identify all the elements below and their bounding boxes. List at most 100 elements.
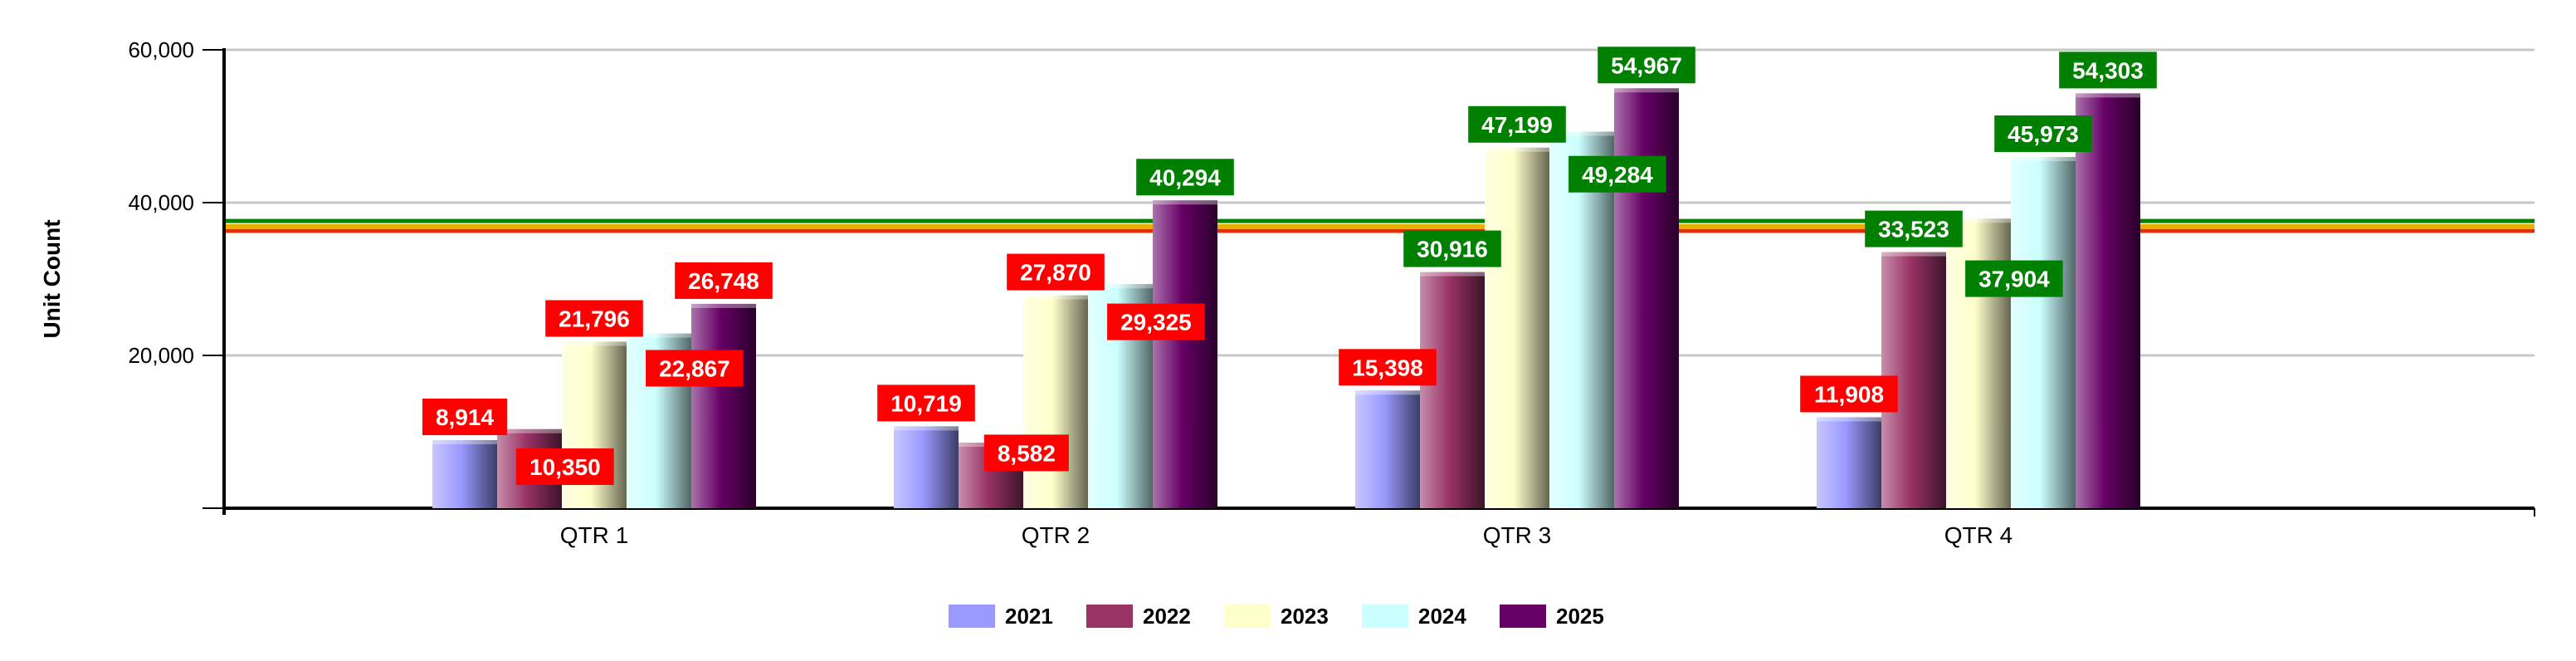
data-label: 30,916: [1403, 230, 1501, 267]
data-label-text: 40,294: [1149, 164, 1221, 190]
data-label-box: [1339, 349, 1437, 386]
data-label: 40,294: [1136, 159, 1234, 196]
bar-top-highlight: [1420, 272, 1485, 277]
legend-label: 2022: [1143, 604, 1191, 629]
bar-top-highlight: [562, 341, 627, 346]
data-label-text: 26,748: [688, 268, 759, 294]
x-category-label: QTR 2: [1022, 522, 1090, 548]
y-axis-title: Unit Count: [39, 219, 65, 338]
data-label: 29,325: [1107, 303, 1205, 340]
data-label-text: 47,199: [1481, 112, 1553, 138]
bar-top-highlight: [1088, 284, 1153, 289]
data-label-box: [1007, 253, 1105, 291]
bar-top-highlight: [627, 333, 691, 338]
data-label-text: 11,908: [1814, 381, 1884, 407]
bar-top-highlight: [1614, 88, 1679, 93]
data-label-text: 29,325: [1120, 310, 1192, 335]
x-category-label: QTR 4: [1944, 522, 2013, 548]
data-label-text: 10,350: [529, 454, 601, 480]
legend-label: 2024: [1418, 604, 1466, 629]
bar-top-highlight: [1153, 200, 1217, 205]
legend-swatch: [1500, 605, 1546, 628]
data-label-text: 30,916: [1417, 237, 1488, 262]
data-label-box: [2059, 51, 2157, 89]
data-label-text: 15,398: [1352, 355, 1423, 380]
data-label-box: [1136, 159, 1234, 196]
data-label-text: 10,719: [890, 390, 962, 416]
legend: 2021 2022 2023 2024 2025: [949, 604, 1604, 629]
legend-item-2021: 2021: [949, 604, 1053, 629]
bar-top-highlight: [2076, 93, 2140, 98]
data-label-text: 45,973: [2008, 121, 2079, 147]
data-label-box: [1468, 105, 1566, 143]
data-label: 11,908: [1800, 375, 1898, 413]
data-label: 8,582: [983, 434, 1069, 472]
data-label: 27,870: [1007, 253, 1105, 291]
data-label-text: 54,967: [1611, 52, 1682, 78]
bar-top-highlight: [432, 439, 497, 444]
bar-top-highlight: [1355, 390, 1420, 395]
y-tick-label: 60,000: [128, 37, 194, 62]
data-label-box: [675, 262, 773, 299]
legend-swatch: [1086, 605, 1133, 628]
data-label-text: 21,796: [559, 306, 630, 331]
data-label-box: [1865, 210, 1963, 247]
data-label-box: [877, 384, 975, 422]
data-label: 37,904: [1965, 260, 2063, 297]
legend-item-2024: 2024: [1362, 604, 1466, 629]
legend-swatch: [1224, 605, 1271, 628]
y-tick-label: 40,000: [128, 190, 194, 215]
data-label-box: [1107, 303, 1205, 340]
data-label-text: 8,914: [436, 404, 494, 430]
data-label: 10,719: [877, 384, 975, 422]
legend-swatch: [1362, 605, 1408, 628]
data-label: 8,914: [422, 398, 507, 435]
bar-2021-qtr-3: [1355, 390, 1420, 508]
data-label-box: [1598, 47, 1695, 84]
data-label-box: [1800, 375, 1898, 413]
data-label: 33,523: [1865, 210, 1963, 247]
legend-item-2025: 2025: [1500, 604, 1604, 629]
data-label: 45,973: [1994, 115, 2092, 153]
bar-2025-qtr-2: [1153, 200, 1217, 508]
bar-2024-qtr-3: [1549, 131, 1614, 508]
x-category-label: QTR 1: [560, 522, 628, 548]
bar-2021-qtr-2: [894, 426, 959, 508]
data-label: 22,867: [646, 350, 744, 387]
data-label-box: [516, 448, 614, 485]
data-label-box: [983, 434, 1069, 472]
bar-top-highlight: [1881, 252, 1946, 257]
bar-top-highlight: [691, 303, 756, 308]
legend-item-2023: 2023: [1224, 604, 1329, 629]
data-label: 21,796: [545, 300, 643, 337]
bar-top-highlight: [1946, 218, 2011, 223]
y-tick-label: 20,000: [128, 343, 194, 368]
data-label-text: 22,867: [659, 355, 730, 381]
bar-2023-qtr-3: [1485, 147, 1549, 508]
data-label: 47,199: [1468, 105, 1566, 143]
data-label-box: [422, 398, 507, 435]
data-label: 54,303: [2059, 51, 2157, 89]
legend-label: 2025: [1556, 604, 1604, 629]
data-label-box: [1403, 230, 1501, 267]
bar-2025-qtr-4: [2076, 93, 2140, 508]
bar-2021-qtr-4: [1817, 417, 1881, 508]
bar-2025-qtr-1: [691, 303, 756, 508]
data-label-text: 37,904: [1978, 267, 2050, 292]
data-label-text: 49,284: [1582, 162, 1653, 188]
data-label-text: 8,582: [998, 440, 1056, 466]
data-label: 49,284: [1569, 155, 1666, 193]
data-label: 10,350: [516, 448, 614, 485]
bar-2022-qtr-3: [1420, 272, 1485, 508]
legend-item-2022: 2022: [1086, 604, 1191, 629]
data-label-box: [1965, 260, 2063, 297]
data-label-text: 33,523: [1878, 217, 1949, 242]
bar-2021-qtr-1: [432, 439, 497, 508]
data-label-box: [1994, 115, 2092, 153]
bar-top-highlight: [1485, 147, 1549, 152]
data-labels: 8,914 10,350 21,796 22,867 26,748 10,719 8,582…: [422, 47, 2157, 485]
data-label-text: 54,303: [2072, 57, 2144, 83]
bar-top-highlight: [894, 426, 959, 431]
bar-top-highlight: [497, 428, 562, 433]
